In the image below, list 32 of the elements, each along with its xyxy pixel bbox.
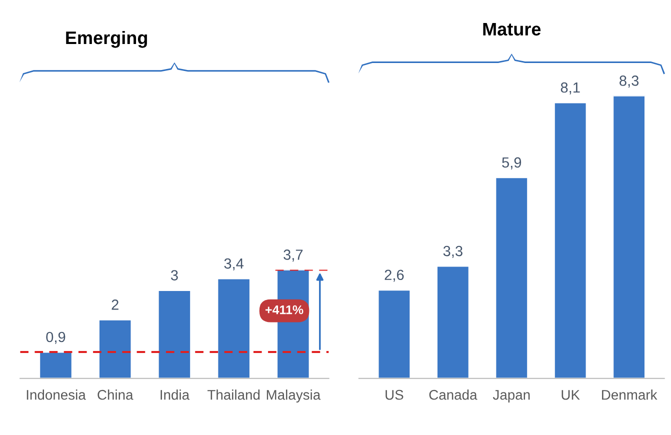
data-label: 2 bbox=[112, 300, 118, 310]
bar bbox=[157, 290, 192, 378]
x-tick-label: Malaysia bbox=[266, 390, 321, 403]
x-tick-label: Canada bbox=[429, 390, 478, 400]
chart-title: Emerging bbox=[66, 30, 147, 48]
data-label: 3,3 bbox=[443, 246, 462, 258]
x-tick-label: Indonesia bbox=[26, 390, 86, 400]
x-tick-label: China bbox=[98, 390, 134, 400]
data-label: 8,1 bbox=[560, 82, 580, 94]
x-tick-label: Thailand bbox=[207, 390, 260, 400]
data-label: 3,4 bbox=[224, 258, 244, 270]
bar bbox=[38, 351, 73, 378]
x-tick-label: US bbox=[386, 390, 404, 400]
data-label: 8,3 bbox=[620, 76, 639, 88]
bar bbox=[436, 265, 470, 378]
bar bbox=[612, 96, 646, 378]
data-label: 5,9 bbox=[502, 157, 522, 170]
bar bbox=[98, 318, 132, 378]
data-label: 3 bbox=[170, 270, 178, 280]
x-tick-label: Japan bbox=[492, 390, 530, 403]
bar bbox=[554, 102, 588, 378]
bar bbox=[377, 289, 412, 378]
bar bbox=[216, 278, 251, 378]
annotation: +411% bbox=[266, 305, 304, 314]
bar bbox=[494, 176, 528, 378]
chart-title: Mature bbox=[483, 22, 541, 36]
data-label: 2,6 bbox=[384, 270, 404, 282]
x-tick-label: India bbox=[160, 390, 190, 400]
x-tick-label: UK bbox=[562, 390, 580, 400]
x-tick-label: Denmark bbox=[602, 390, 658, 400]
data-label: 0,9 bbox=[46, 332, 66, 344]
data-label: 3,7 bbox=[284, 250, 303, 262]
